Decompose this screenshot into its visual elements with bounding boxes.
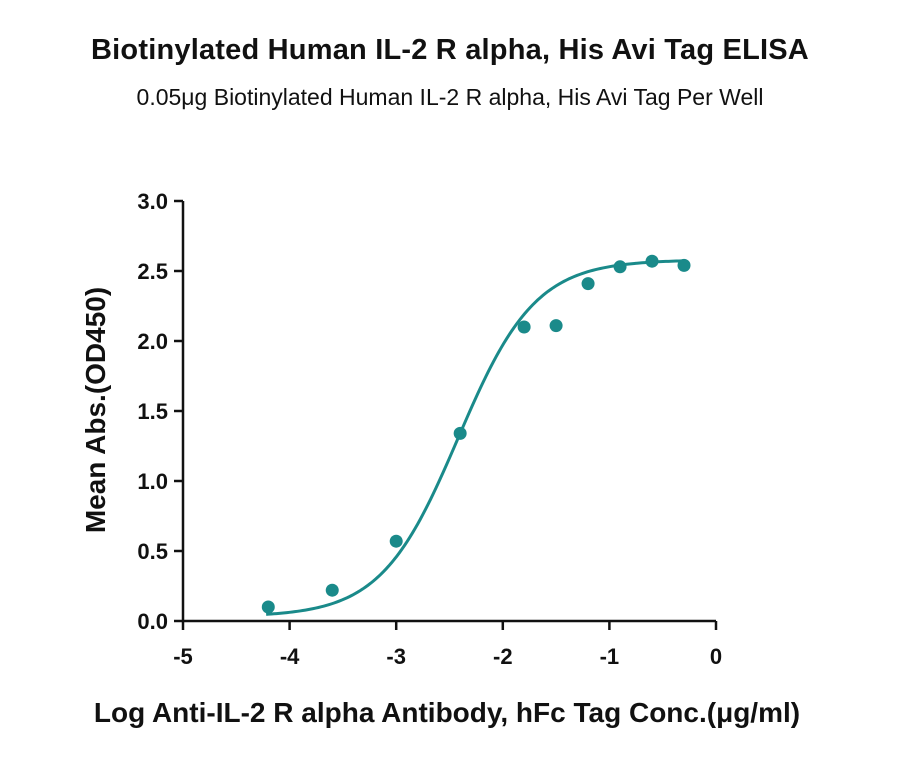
y-tick-label: 0.0	[137, 609, 168, 634]
data-point	[517, 320, 531, 334]
x-tick-label: -3	[386, 644, 406, 669]
y-tick-label: 1.0	[137, 469, 168, 494]
data-point	[389, 534, 403, 548]
y-tick-label: 0.5	[137, 539, 168, 564]
tick-labels-group: 0.0 0.5 1.0 1.5 2.0 2.5 3.0 -5 -4 -3 -2 -1 0	[137, 189, 722, 669]
data-point	[613, 260, 627, 274]
chart-title: Biotinylated Human IL-2 R alpha, His Avi…	[91, 34, 809, 66]
x-tick-label: -2	[493, 644, 513, 669]
fit-curve-group	[266, 259, 685, 616]
data-point	[645, 254, 659, 268]
data-point	[581, 277, 595, 291]
data-point	[677, 258, 691, 272]
y-tick-label: 1.5	[137, 399, 168, 424]
data-points-group	[261, 254, 691, 614]
chart-subtitle: 0.05μg Biotinylated Human IL-2 R alpha, …	[136, 84, 764, 110]
axes	[174, 199, 718, 630]
data-point	[549, 319, 563, 333]
data-point	[453, 426, 467, 440]
fit-curve-line	[266, 259, 685, 616]
x-tick-label: 0	[710, 644, 722, 669]
x-tick-label: -1	[600, 644, 620, 669]
y-tick-label: 2.0	[137, 329, 168, 354]
y-tick-label: 3.0	[137, 189, 168, 214]
y-tick-label: 2.5	[137, 259, 168, 284]
data-point	[261, 600, 275, 614]
x-axis-label: Log Anti-IL-2 R alpha Antibody, hFc Tag …	[94, 697, 800, 728]
x-tick-label: -5	[173, 644, 193, 669]
data-point	[325, 583, 339, 597]
y-axis-label: Mean Abs.(OD450)	[80, 287, 111, 533]
x-tick-label: -4	[280, 644, 300, 669]
